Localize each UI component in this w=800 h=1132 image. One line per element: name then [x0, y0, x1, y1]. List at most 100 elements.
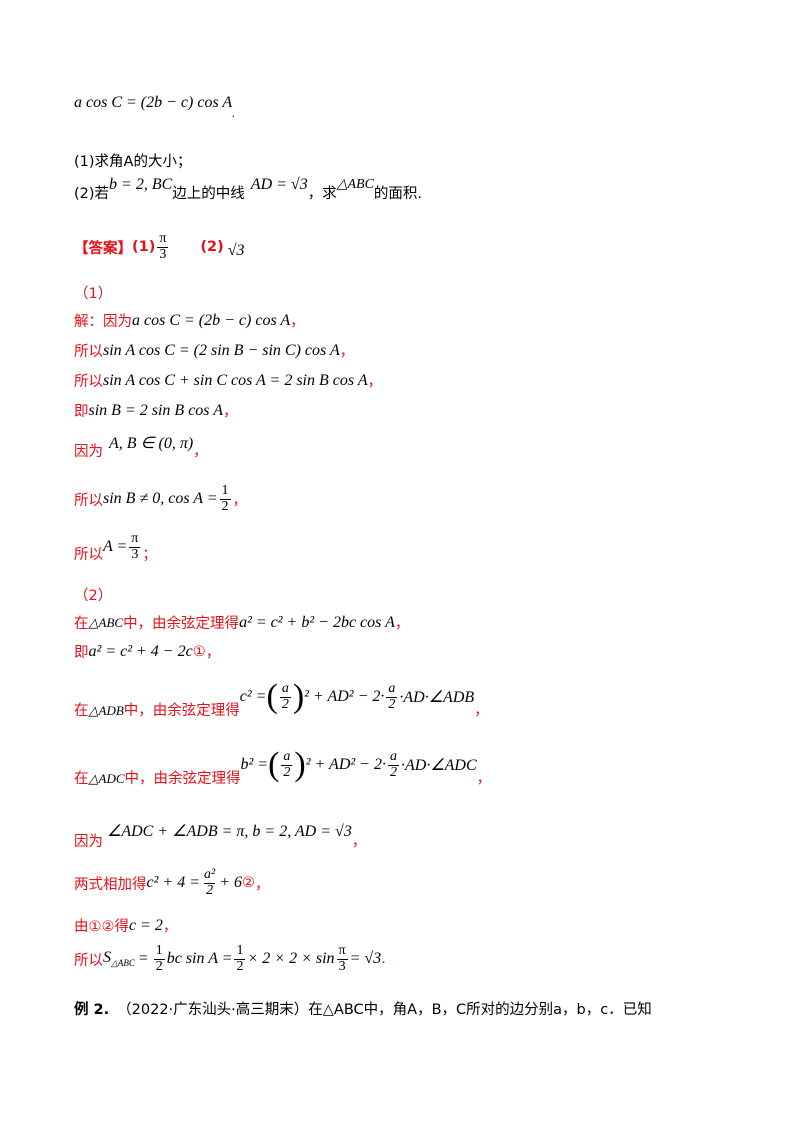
step7-numerator: π	[131, 531, 139, 546]
part2-heading-text: （2）	[74, 588, 113, 604]
solution-step-2: 所以 sin A cos C = (2 sin B − sin C) cos A…	[74, 340, 354, 361]
part2-step4-lhs: b² =	[240, 756, 269, 773]
answer-line: 【答案】 (1) π 3 (2) √3	[74, 231, 245, 262]
part2-step3-numerator: a	[388, 680, 396, 696]
step5-prefix: 因为	[74, 444, 103, 460]
step3-equation: sin A cos C + sin C cos A = 2 sin B cos …	[103, 371, 368, 389]
solution-part2-step-6: 两式相加得 c² + 4 = a² 2 + 6 ② ，	[74, 867, 270, 898]
example-2-label: 例 2.	[74, 1002, 110, 1018]
part2-step4-law-text: 中，由余弦定理得	[124, 770, 241, 787]
part1-heading: （1）	[74, 282, 112, 303]
answer-label: 【答案】	[74, 240, 132, 257]
part2-step8-fraction1: 1 2	[153, 943, 165, 974]
part2-step6-equation: c² + 4 =	[146, 874, 201, 892]
step2-end: ，	[339, 344, 355, 360]
step6-end: ，	[232, 492, 248, 509]
part2-step4-denominator: 2	[387, 764, 399, 780]
solution-step-1: 解：因为 a cos C = (2b − c) cos A ，	[74, 310, 305, 331]
part2-step6-marker: ②	[242, 875, 255, 892]
part2-step4-middle: ² + AD² − 2·	[305, 756, 386, 773]
part2-step1-law-text: 中，由余弦定理得	[123, 616, 240, 632]
solution-part2-step-8: 所以 S△ABC = 1 2 bc sin A = 1 2 × 2 × 2 × …	[74, 943, 386, 974]
question-part2-ad: AD = √3	[250, 175, 308, 193]
question-part2-end: 的面积.	[373, 186, 423, 202]
question-equation: a cos C = (2b − c) cos A	[74, 94, 233, 111]
step6-prefix: 所以	[74, 492, 103, 509]
part2-step3-lhs: c² =	[239, 688, 267, 705]
step3-end: ，	[367, 374, 383, 390]
question-part1: (1)求角A的大小；	[74, 150, 191, 171]
part2-step8-denominator2: 2	[234, 958, 246, 974]
part2-step6-numerator: a²	[204, 867, 216, 882]
solution-part2-step-1: 在 △ABC 中，由余弦定理得 a² = c² + b² − 2bc cos A…	[74, 612, 409, 633]
step4-end: ，	[223, 404, 238, 420]
solution-step-5: 因为 A, B ∈ (0, π) ，	[74, 435, 208, 461]
part2-step3-middle: ² + AD² − 2·	[304, 688, 385, 705]
part2-step1-triangle: △ABC	[88, 614, 124, 630]
part2-step1-prefix: 在	[74, 616, 89, 632]
solution-part2-step-5: 因为 ∠ADC + ∠ADB = π, b = 2, AD = √3 ，	[74, 820, 366, 851]
part2-step5-prefix: 因为	[74, 834, 103, 850]
part2-step4-right-paren: )	[294, 746, 306, 783]
step4-prefix: 即	[74, 404, 89, 420]
part2-step3-paren-numerator: a	[281, 680, 289, 696]
part2-step8-numerator1: 1	[155, 943, 163, 958]
part2-step3-triangle: △ADB	[88, 703, 124, 718]
part2-step5-equation: ∠ADC + ∠ADB = π, b = 2, AD = √3	[107, 822, 352, 840]
step7-end: ；	[142, 546, 157, 563]
question-part2-ask: ，求	[307, 186, 337, 202]
part1-heading-text: （1）	[74, 286, 113, 302]
solution-part2-step-4: 在 △ADC 中，由余弦定理得 b² = ( a 2 ) ² + AD² − 2…	[74, 746, 491, 787]
part2-step1-end: ，	[394, 616, 410, 632]
part2-step4-prefix: 在	[74, 770, 89, 787]
answer-part2-label: (2)	[200, 239, 224, 256]
part2-step3-right-paren: )	[292, 678, 305, 715]
part2-step1-equation: a² = c² + b² − 2bc cos A	[239, 613, 395, 631]
answer-part1-denominator: 3	[157, 246, 169, 262]
part2-step4-paren-numerator: a	[283, 748, 291, 764]
answer-part2-value: √3	[227, 242, 245, 260]
step1-equation: a cos C = (2b − c) cos A	[132, 311, 291, 329]
step6-denominator: 2	[219, 498, 231, 514]
question-part2-condition: b = 2, BC	[109, 175, 173, 193]
part2-step3-prefix: 在	[74, 702, 89, 719]
part2-step4-paren-fraction: a 2	[281, 748, 293, 780]
question-part2-median-text: 边上的中线	[172, 186, 245, 202]
area-subscript: △ABC	[111, 958, 135, 969]
answer-part1-label: (1)	[132, 239, 156, 256]
step7-denominator: 3	[129, 546, 141, 562]
part2-step3-tail: ·AD·∠ADB	[399, 689, 475, 706]
step6-numerator: 1	[221, 483, 229, 498]
part2-step8-equals: =	[137, 950, 149, 968]
part2-step5-end: ，	[351, 834, 367, 850]
part2-step4-left-paren: (	[268, 746, 280, 783]
part2-step8-denominator3: 3	[336, 958, 348, 974]
solution-part2-step-2: 即 a² = c² + 4 − 2c ① ，	[74, 641, 220, 662]
part2-step3-denominator: 2	[386, 696, 398, 712]
step6-equation: sin B ≠ 0, cos A =	[103, 490, 218, 508]
part2-step2-end: ，	[205, 645, 221, 661]
part2-step3-left-paren: (	[266, 678, 278, 715]
solution-step-6: 所以 sin B ≠ 0, cos A = 1 2 ，	[74, 483, 248, 514]
part2-step3-law-text: 中，由余弦定理得	[123, 702, 240, 719]
step6-fraction: 1 2	[219, 483, 231, 514]
part2-step4-end: ，	[476, 770, 492, 787]
part2-heading: （2）	[74, 584, 112, 605]
part2-step8-middle: bc sin A =	[166, 950, 233, 968]
part2-step3-end: ，	[474, 702, 489, 719]
part2-step7-equation: c = 2	[129, 916, 163, 934]
example-2-text: （2022·广东汕头·高三期末）在△ABC中，角A，B，C所对的边分别a，b，c…	[117, 1002, 652, 1018]
step3-prefix: 所以	[74, 374, 103, 390]
part2-step8-fraction3: π 3	[336, 943, 348, 974]
part2-step6-fraction: a² 2	[202, 867, 217, 898]
step5-equation: A, B ∈ (0, π)	[109, 434, 194, 452]
area-s: S	[103, 949, 111, 967]
question-equation-line: a cos C = (2b − c) cos A .	[74, 94, 235, 120]
solution-part2-step-3: 在 △ADB 中，由余弦定理得 c² = ( a 2 ) ² + AD² − 2…	[74, 678, 489, 719]
part2-step6-denominator: 2	[204, 882, 216, 898]
part2-step8-end: .	[381, 951, 386, 968]
step5-end: ，	[193, 444, 208, 460]
step7-fraction: π 3	[129, 531, 141, 562]
question-part1-text: (1)求角A的大小；	[74, 154, 192, 170]
step7-equation: A =	[103, 538, 128, 556]
